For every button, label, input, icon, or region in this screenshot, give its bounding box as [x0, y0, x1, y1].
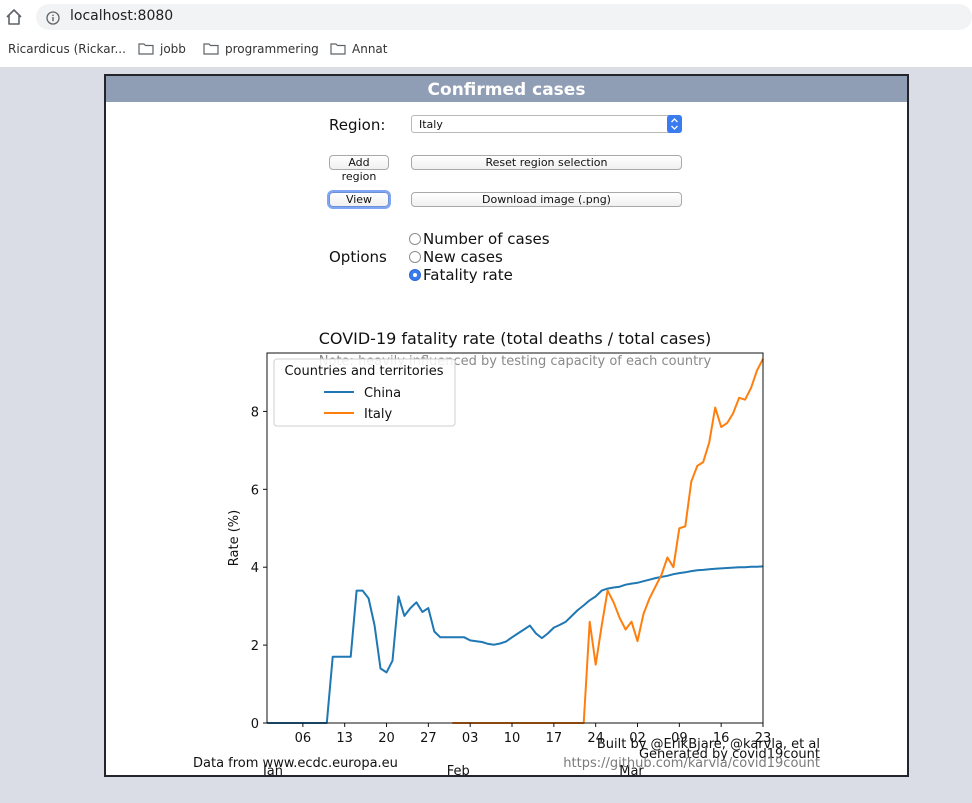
chart-title: COVID-19 fatality rate (total deaths / t… [319, 329, 712, 348]
legend-box [273, 358, 456, 427]
folder-icon [138, 43, 154, 55]
select-arrows-icon [667, 115, 682, 133]
x-tick-label: 10 [504, 731, 521, 746]
info-icon[interactable] [46, 10, 60, 25]
built-by-credit: Built by @ErikBjare, @karvla, et al [597, 737, 820, 752]
y-axis: 0 2 4 6 8 [251, 405, 267, 732]
region-select[interactable]: Italy [411, 115, 682, 133]
bookmark-label: Ricardicus (Rickar... [8, 42, 126, 56]
bookmarks-bar: Ricardicus (Rickar... jobb programmering… [0, 34, 972, 68]
y-tick-label: 2 [251, 639, 259, 654]
x-tick-label: 23 [755, 731, 772, 746]
bookmark-jobb[interactable]: jobb [138, 41, 198, 57]
radio-fatality-rate[interactable] [409, 269, 421, 281]
bookmark-programmering[interactable]: programmering [203, 41, 323, 57]
main-panel: Confirmed cases Region: Italy Add region… [104, 74, 909, 777]
legend-title: Countries and territories [284, 364, 443, 379]
bookmark-label: programmering [225, 42, 319, 56]
legend-entry-china: China [364, 386, 401, 401]
options-label: Options [329, 248, 387, 266]
legend-entry-italy: Italy [364, 407, 393, 422]
x-tick-label: 20 [378, 731, 395, 746]
chart-legend: Countries and territories China Italy [273, 358, 456, 427]
x-tick-label: 02 [629, 731, 646, 746]
y-tick-label: 4 [251, 561, 259, 576]
x-tick-label: 24 [587, 731, 604, 746]
option-label: Number of cases [423, 230, 550, 248]
plot-frame [266, 352, 764, 724]
region-label: Region: [329, 116, 386, 134]
x-tick-label: 06 [295, 731, 312, 746]
download-image-button[interactable]: Download image (.png) [411, 192, 682, 207]
series-line-china [267, 565, 764, 724]
view-button[interactable]: View [329, 192, 389, 207]
x-tick-label: 03 [462, 731, 479, 746]
fatality-rate-chart: COVID-19 fatality rate (total deaths / t… [193, 329, 820, 775]
y-axis-label: Rate (%) [227, 510, 242, 566]
x-month-label: Jan [262, 764, 283, 775]
x-tick-label: 09 [671, 731, 688, 746]
bookmark-label: jobb [160, 42, 186, 56]
url-text[interactable]: localhost:8080 [70, 8, 174, 24]
radio-number-of-cases[interactable] [409, 233, 421, 245]
x-tick-label: 27 [420, 731, 437, 746]
bookmark-annat[interactable]: Annat [330, 41, 395, 57]
x-tick-label: 13 [336, 731, 353, 746]
y-tick-label: 6 [251, 483, 259, 498]
reset-region-button[interactable]: Reset region selection [411, 155, 682, 170]
add-region-button[interactable]: Add region [329, 155, 389, 183]
y-tick-label: 8 [251, 405, 259, 420]
option-label: New cases [423, 248, 503, 266]
address-bar[interactable] [36, 4, 972, 30]
x-tick-label: 16 [713, 731, 730, 746]
x-month-label: Feb [447, 764, 470, 775]
y-tick-label: 0 [251, 717, 259, 732]
generated-by-credit: Generated by covid19count [639, 747, 820, 762]
page-title: Confirmed cases [106, 76, 907, 102]
series-line-italy [452, 358, 764, 724]
x-tick-label: 17 [546, 731, 563, 746]
radio-new-cases[interactable] [409, 251, 421, 263]
home-icon[interactable] [5, 8, 23, 26]
data-source-credit: Data from www.ecdc.europa.eu [193, 756, 398, 771]
bookmark-label: Annat [352, 42, 388, 56]
browser-toolbar: localhost:8080 [0, 0, 972, 34]
folder-icon [203, 43, 219, 55]
series-layer [267, 358, 764, 724]
folder-icon [330, 43, 346, 55]
x-axis: 06 13 20 27 03 10 17 24 02 09 16 23 Jan Feb Mar [262, 723, 771, 775]
region-selected-value: Italy [419, 118, 443, 131]
repo-link[interactable]: https://github.com/karvla/covid19count [563, 756, 820, 771]
option-label: Fatality rate [423, 266, 513, 284]
x-month-label: Mar [619, 764, 644, 775]
